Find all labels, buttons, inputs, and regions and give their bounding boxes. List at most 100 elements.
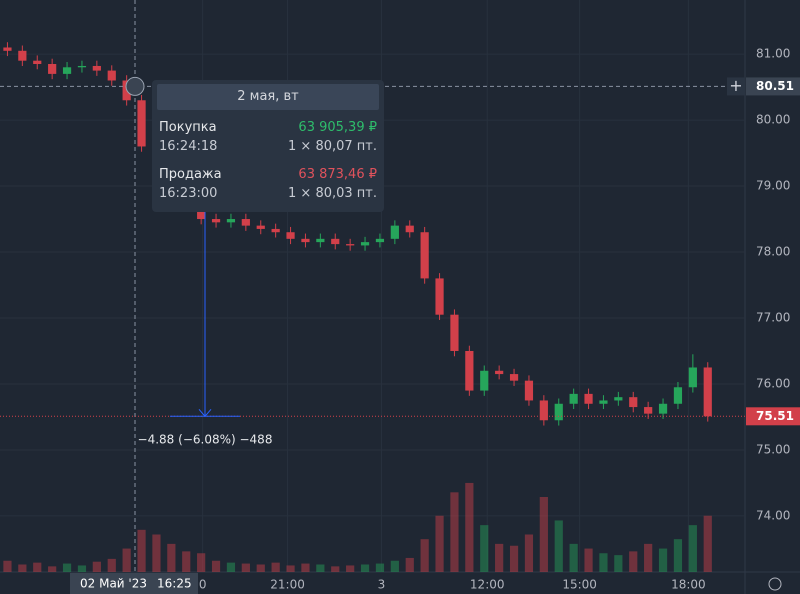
volume-bar xyxy=(62,563,72,572)
x-tick-label: 18:00 xyxy=(671,578,706,592)
last-price: 75.51 xyxy=(756,409,794,423)
candle-body xyxy=(390,225,399,239)
crosshair-clock: 16:25 xyxy=(157,577,192,591)
candle-body xyxy=(584,393,593,404)
volume-bar xyxy=(703,515,712,572)
volume-bar xyxy=(405,557,414,572)
volume-bar xyxy=(375,563,385,572)
candle-body xyxy=(3,47,12,51)
candle-body xyxy=(450,314,459,351)
volume-bar xyxy=(524,534,534,572)
candle-body xyxy=(495,370,504,375)
volume-bar xyxy=(197,553,206,572)
volume-bar xyxy=(331,566,340,572)
settings-icon[interactable] xyxy=(768,577,782,591)
buy-time: 16:24:18 xyxy=(159,139,218,154)
x-tick-label: 3 xyxy=(378,578,386,592)
candle-body xyxy=(360,242,370,246)
candle-body xyxy=(524,380,534,401)
candle-body xyxy=(18,50,27,61)
candle-body xyxy=(554,403,563,421)
volume-bar xyxy=(92,561,101,572)
y-tick-label: 75.00 xyxy=(756,442,790,456)
buy-qty: 1 × 80,07 пт. xyxy=(288,139,377,154)
candle-body xyxy=(405,225,414,233)
candle-body xyxy=(256,225,265,229)
volume-bar xyxy=(435,515,444,572)
buy-label: Покупка xyxy=(159,120,217,135)
candle-body xyxy=(644,407,653,414)
candle-body xyxy=(271,228,280,233)
candle-body xyxy=(331,238,340,245)
candle-body xyxy=(465,350,474,391)
y-tick-label: 77.00 xyxy=(756,310,790,324)
volume-bar xyxy=(33,562,42,572)
sell-amount: 63 873,46 ₽ xyxy=(298,167,377,182)
candle-body xyxy=(375,238,385,243)
volume-bar xyxy=(629,551,638,572)
x-tick-label: 12:00 xyxy=(470,578,505,592)
y-tick-label: 81.00 xyxy=(756,47,790,61)
volume-bar xyxy=(107,558,116,572)
crosshair-date: 02 Май '23 xyxy=(80,577,147,591)
crosshair-price: 80.51 xyxy=(756,79,794,93)
volume-bar xyxy=(480,525,489,572)
candle-body xyxy=(241,219,250,226)
x-tick-label: 15:00 xyxy=(562,578,597,592)
crosshair-time-box xyxy=(70,573,198,594)
candle-body xyxy=(48,63,57,74)
tooltip-row: 16:24:18 1 × 80,07 пт. xyxy=(152,137,384,156)
tooltip-row: Продажа 63 873,46 ₽ xyxy=(152,165,384,184)
volume-bar xyxy=(673,539,683,572)
volume-bar xyxy=(450,492,459,572)
volume-bar xyxy=(644,543,653,572)
volume-bar xyxy=(316,564,325,572)
volume-bar xyxy=(658,548,668,572)
volume-bar xyxy=(286,565,295,572)
tooltip: 2 мая, вт Покупка 63 905,39 ₽ 16:24:18 1 ×… xyxy=(152,80,384,212)
volume-bar xyxy=(599,553,608,572)
measure-label: −4.88 (−6.08%) −488 xyxy=(138,433,273,447)
volume-bar xyxy=(256,564,265,572)
volume-bar xyxy=(554,520,563,572)
y-tick-label: 79.00 xyxy=(756,179,790,193)
tooltip-date: 2 мая, вт xyxy=(157,84,379,110)
candle-body xyxy=(346,244,355,246)
candle-body xyxy=(569,393,578,404)
candle-body xyxy=(629,397,638,408)
y-tick-label: 74.00 xyxy=(756,508,790,522)
volume-bar xyxy=(241,563,250,572)
volume-bar xyxy=(390,560,399,572)
last-price-box xyxy=(746,407,800,426)
volume-bar xyxy=(48,566,57,572)
candle-body xyxy=(137,100,146,147)
volume-bar xyxy=(226,562,236,572)
volume-bar xyxy=(182,551,191,572)
candle-body xyxy=(211,219,221,223)
candle-body xyxy=(301,238,310,243)
candle-body xyxy=(316,238,325,243)
candle-body xyxy=(286,232,295,239)
buy-amount: 63 905,39 ₽ xyxy=(298,120,377,135)
volume-bar xyxy=(211,560,221,572)
y-tick-label: 76.00 xyxy=(756,376,790,390)
volume-bar xyxy=(495,543,504,572)
volume-bar xyxy=(539,497,548,572)
add-button[interactable] xyxy=(727,77,745,96)
crosshair-handle xyxy=(125,76,145,96)
volume-bar xyxy=(122,548,131,572)
volume-bar xyxy=(271,562,280,572)
measure-arrow xyxy=(198,408,212,418)
volume-bar xyxy=(584,548,593,572)
volume-bar xyxy=(420,539,429,572)
candle-body xyxy=(673,387,683,404)
tooltip-row: Покупка 63 905,39 ₽ xyxy=(152,118,384,137)
volume-bar xyxy=(137,529,146,572)
volume-bar xyxy=(301,563,310,572)
sell-qty: 1 × 80,03 пт. xyxy=(288,186,377,201)
sell-label: Продажа xyxy=(159,167,222,182)
candle-body xyxy=(599,400,608,404)
y-tick-label: 78.00 xyxy=(756,245,790,259)
